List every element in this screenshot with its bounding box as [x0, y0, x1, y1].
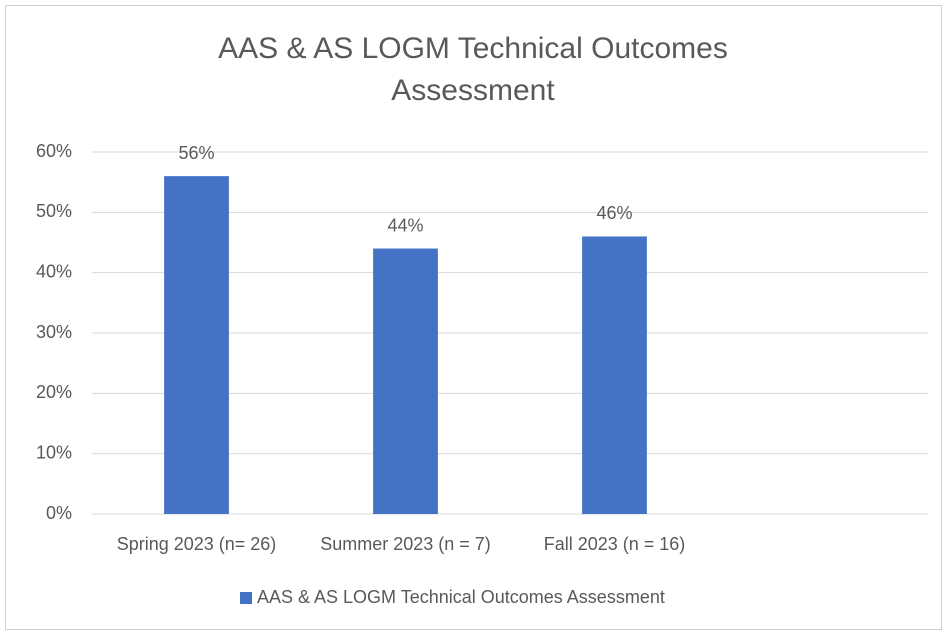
x-tick-label: Fall 2023 (n = 16)	[544, 534, 686, 554]
bar	[582, 236, 647, 514]
data-label: 46%	[596, 203, 632, 223]
chart-border	[5, 5, 942, 630]
data-label: 44%	[387, 215, 423, 235]
bar	[164, 176, 229, 514]
chart-title: AAS & AS LOGM Technical Outcomes Assessm…	[218, 32, 728, 107]
y-tick-label: 0%	[46, 503, 72, 523]
y-tick-label: 40%	[36, 261, 72, 281]
y-tick-label: 10%	[36, 442, 72, 462]
bar	[373, 248, 438, 515]
legend-swatch	[240, 592, 252, 604]
y-tick-label: 20%	[36, 382, 72, 402]
y-tick-label: 60%	[36, 141, 72, 161]
data-label: 56%	[178, 143, 214, 163]
x-tick-label: Summer 2023 (n = 7)	[320, 534, 491, 554]
y-tick-label: 50%	[36, 201, 72, 221]
legend-label: AAS & AS LOGM Technical Outcomes Assessm…	[257, 587, 665, 607]
x-tick-label: Spring 2023 (n= 26)	[117, 534, 277, 554]
y-tick-label: 30%	[36, 322, 72, 342]
